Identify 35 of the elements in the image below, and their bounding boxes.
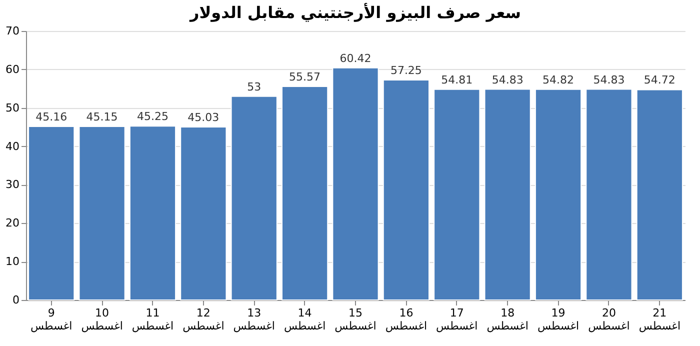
data-label: 54.82 bbox=[542, 73, 574, 86]
bar bbox=[636, 89, 683, 300]
bar bbox=[382, 79, 430, 300]
chart-title: سعر صرف البيزو الأرجنتيني مقابل الدولار bbox=[189, 2, 521, 22]
data-label: 45.25 bbox=[136, 110, 168, 124]
bar bbox=[534, 88, 582, 300]
y-tick-label: 10 bbox=[6, 255, 20, 268]
bar bbox=[332, 67, 379, 300]
data-label: 54.83 bbox=[492, 73, 524, 86]
bar bbox=[434, 88, 480, 300]
data-label: 54.83 bbox=[593, 73, 625, 86]
y-tick-label: 70 bbox=[6, 24, 20, 38]
bar bbox=[230, 96, 278, 300]
data-label: 45.03 bbox=[188, 110, 220, 124]
data-label: 45.15 bbox=[86, 110, 118, 124]
bar bbox=[180, 126, 227, 300]
bar bbox=[78, 126, 126, 300]
bar bbox=[129, 126, 176, 300]
bar bbox=[281, 86, 328, 300]
data-label: 60.42 bbox=[340, 52, 372, 65]
data-label: 54.81 bbox=[441, 73, 473, 86]
data-label: 45.16 bbox=[36, 110, 68, 124]
data-label: 54.72 bbox=[644, 74, 676, 87]
bar bbox=[484, 88, 531, 300]
y-tick-label: 0 bbox=[12, 294, 20, 306]
y-tick-label: 30 bbox=[6, 178, 20, 192]
y-tick-label: 60 bbox=[6, 62, 20, 76]
data-label: 57.25 bbox=[390, 64, 422, 77]
y-tick-label: 20 bbox=[6, 216, 20, 230]
bar bbox=[28, 126, 75, 300]
data-label: 55.57 bbox=[289, 70, 321, 84]
bar bbox=[586, 88, 632, 300]
y-tick-label: 50 bbox=[6, 101, 20, 114]
y-tick-label: 40 bbox=[6, 140, 20, 153]
data-label: 53 bbox=[247, 80, 262, 94]
